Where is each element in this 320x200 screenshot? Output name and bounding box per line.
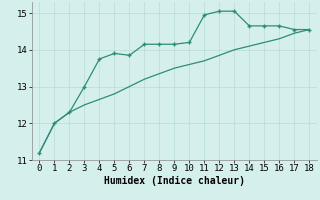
X-axis label: Humidex (Indice chaleur): Humidex (Indice chaleur) [104,176,245,186]
